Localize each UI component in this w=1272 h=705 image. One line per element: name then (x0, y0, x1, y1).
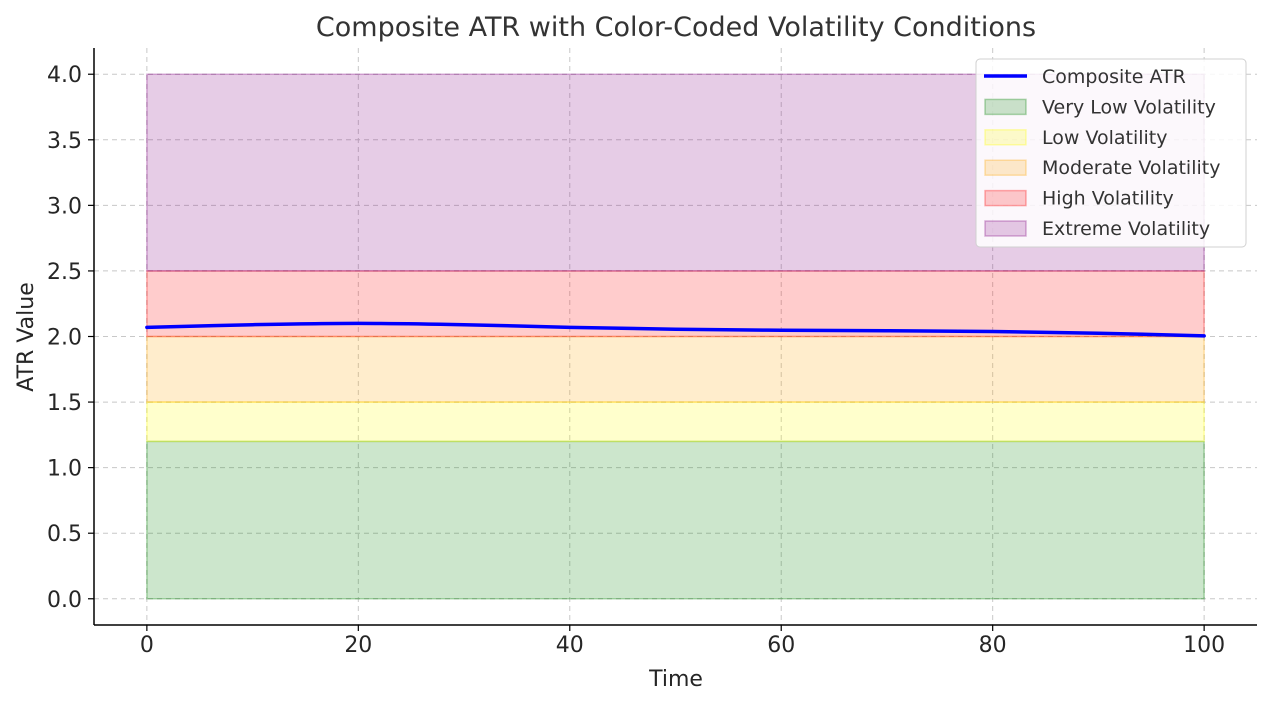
legend-swatch-high-volatility (984, 189, 1027, 207)
x-tick-label: 20 (344, 633, 372, 658)
band-very-low-volatility (146, 440, 1205, 600)
y-tick-label: 2.5 (47, 260, 82, 285)
legend-swatch-very-low-volatility (984, 98, 1027, 116)
legend-label-composite-atr: Composite ATR (1042, 66, 1186, 88)
x-tick-label: 60 (767, 633, 795, 658)
band-moderate-volatility (146, 335, 1205, 403)
grid (94, 48, 1257, 625)
legend-frame (975, 58, 1247, 248)
x-tick-label: 100 (1183, 633, 1225, 658)
y-tick-label: 0.0 (47, 588, 82, 613)
legend-label-high-volatility: High Volatility (1042, 188, 1174, 210)
chart-title: Composite ATR with Color-Coded Volatilit… (316, 12, 1036, 43)
y-tick-label: 2.0 (47, 326, 82, 351)
x-tick-label: 80 (979, 633, 1007, 658)
x-ticks: 0 20 40 60 80 100 (140, 625, 1225, 658)
legend-label-moderate-volatility: Moderate Volatility (1042, 157, 1220, 179)
x-tick-label: 40 (556, 633, 584, 658)
y-tick-label: 3.0 (47, 194, 82, 219)
y-tick-label: 0.5 (47, 522, 82, 547)
legend-label-low-volatility: Low Volatility (1042, 127, 1168, 149)
band-high-volatility (146, 270, 1205, 338)
y-axis-label: ATR Value (14, 282, 39, 391)
legend-label-very-low-volatility: Very Low Volatility (1042, 96, 1216, 118)
x-axis-label: Time (648, 667, 703, 692)
x-tick-label: 0 (140, 633, 154, 658)
series-line-composite-atr (145, 321, 1206, 338)
band-low-volatility (146, 401, 1205, 443)
legend-label-extreme-volatility: Extreme Volatility (1042, 218, 1210, 240)
y-tick-label: 1.0 (47, 457, 82, 482)
legend: Composite ATR Very Low Volatility Low Vola… (975, 58, 1247, 248)
y-tick-label: 3.5 (47, 129, 82, 154)
y-tick-label: 4.0 (47, 63, 82, 88)
series-lines (145, 321, 1206, 338)
y-ticks: 0.0 0.5 1.0 1.5 2.0 2.5 3.0 3.5 4.0 (47, 63, 94, 613)
legend-swatch-moderate-volatility (984, 159, 1027, 176)
y-tick-label: 1.5 (47, 391, 82, 416)
legend-swatch-low-volatility (984, 129, 1027, 146)
legend-swatch-extreme-volatility (984, 220, 1027, 237)
